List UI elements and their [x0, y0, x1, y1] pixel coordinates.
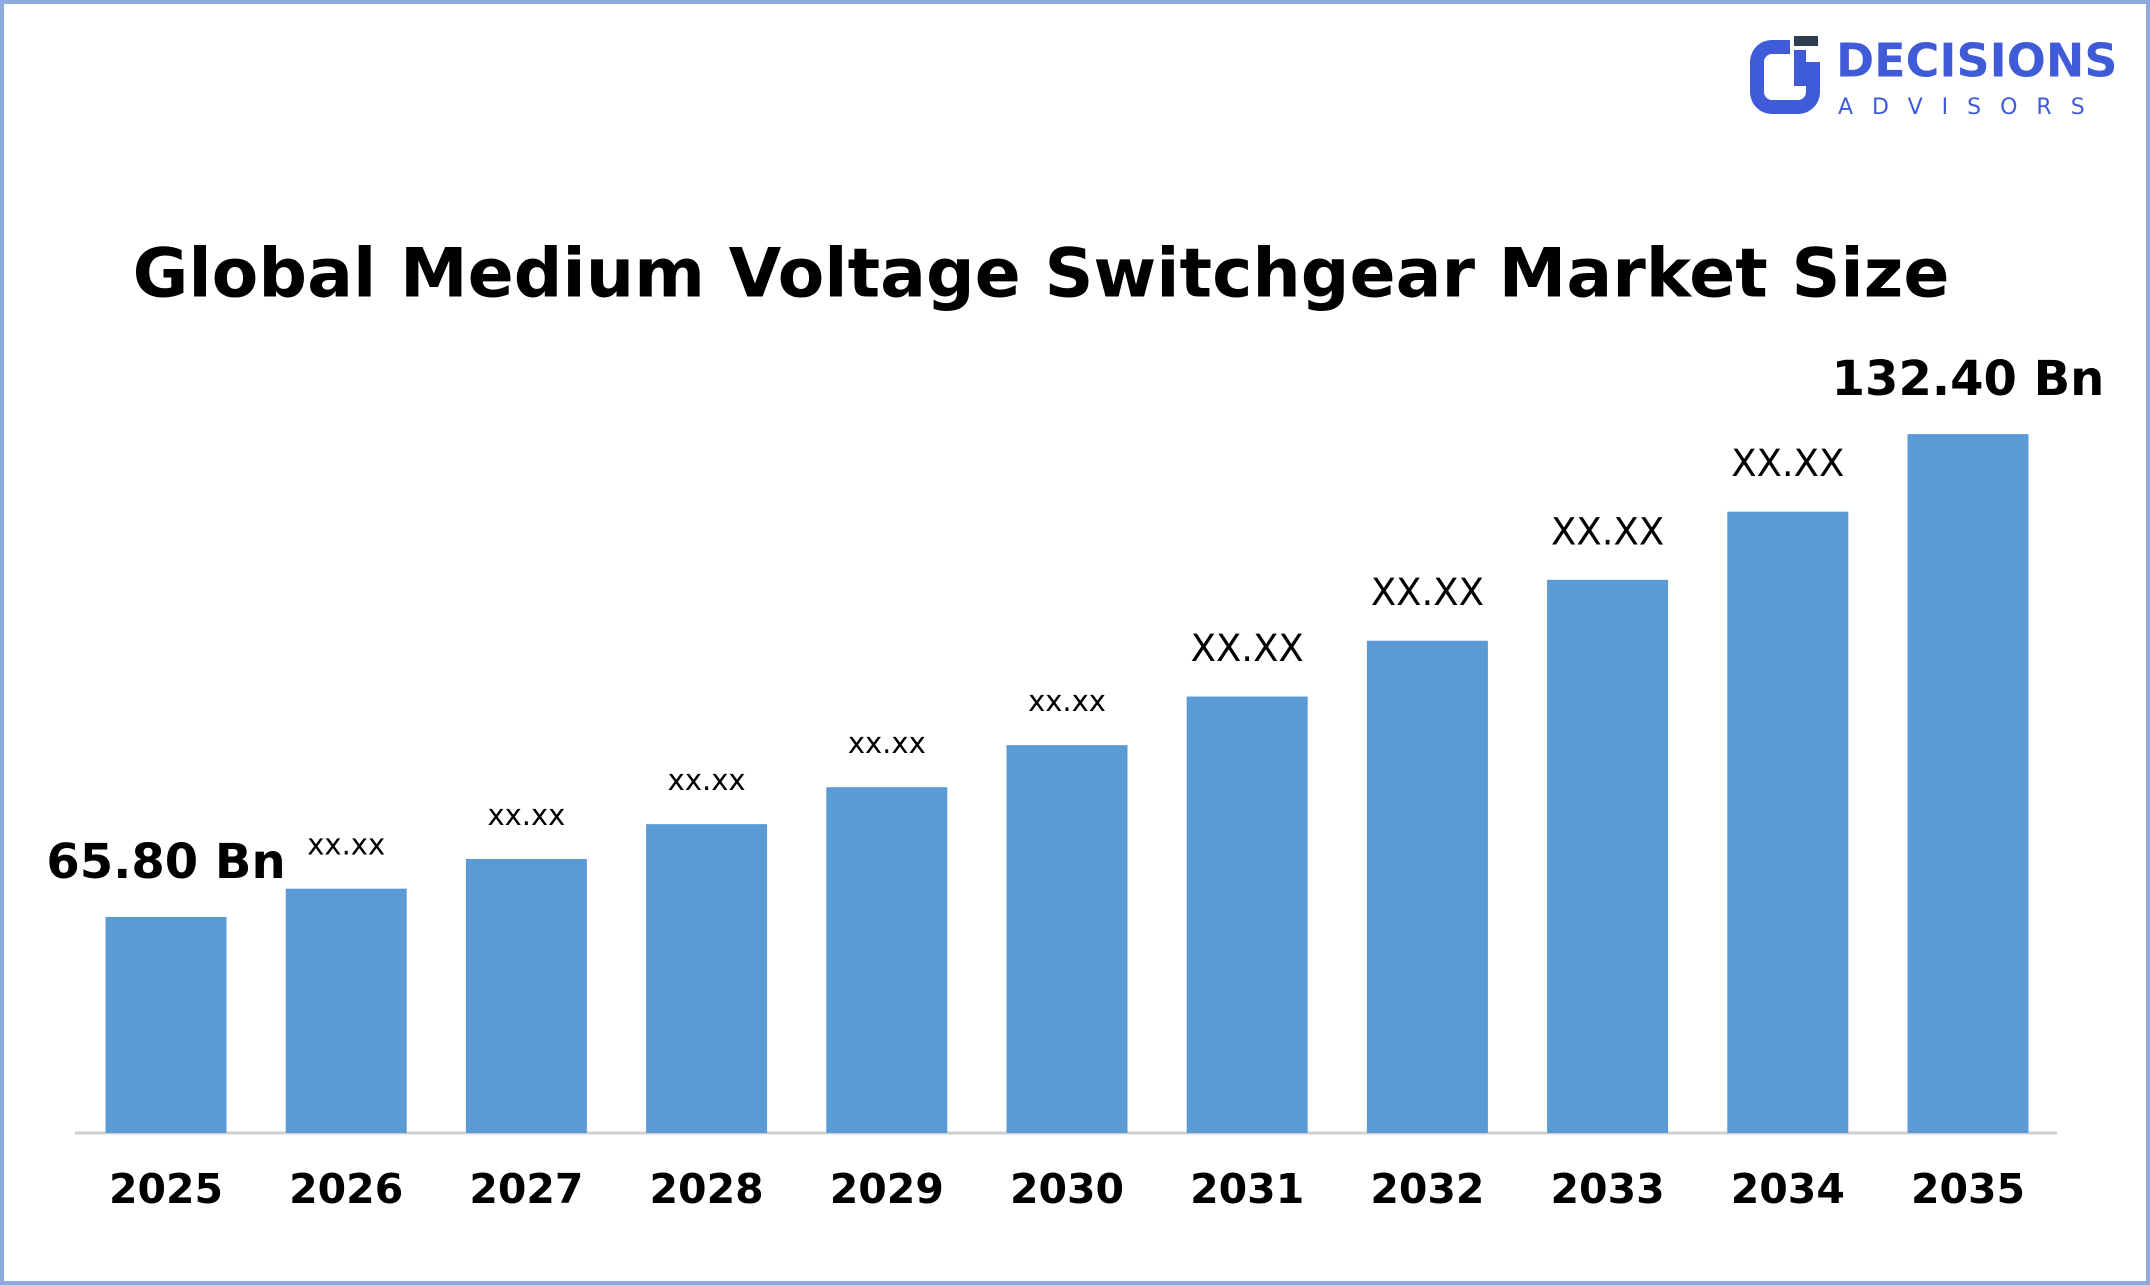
brand-tagline: ADVISORS — [1838, 95, 2104, 120]
data-label: 65.80 Bn — [46, 834, 285, 890]
data-label: XX.XX — [1551, 510, 1664, 553]
data-label: XX.XX — [1731, 442, 1844, 485]
x-tick-label: 2033 — [1551, 1165, 1665, 1213]
data-label: xx.xx — [668, 763, 746, 797]
bar — [1186, 696, 1308, 1133]
x-tick-label: 2031 — [1190, 1165, 1304, 1213]
x-tick-label: 2030 — [1010, 1165, 1124, 1213]
x-tick-label: 2027 — [469, 1165, 583, 1213]
data-label: xx.xx — [1028, 684, 1106, 718]
bar — [1907, 434, 2029, 1134]
x-tick-label: 2028 — [650, 1165, 764, 1213]
x-tick-label: 2029 — [830, 1165, 944, 1213]
bar — [105, 916, 227, 1133]
data-label: XX.XX — [1191, 627, 1304, 670]
data-label: 132.40 Bn — [1832, 351, 2105, 407]
bar — [1366, 640, 1488, 1133]
data-label: xx.xx — [307, 828, 385, 862]
data-label: xx.xx — [848, 726, 926, 760]
chart-title: Global Medium Voltage Switchgear Market … — [133, 235, 1950, 314]
x-tick-label: 2025 — [109, 1165, 223, 1213]
logo: DECISIONS ADVISORS — [1750, 34, 2117, 120]
bar — [465, 858, 587, 1133]
bar — [285, 888, 407, 1133]
logo-icon — [1794, 50, 1806, 86]
logo-icon — [1794, 36, 1818, 46]
data-label: xx.xx — [487, 798, 565, 832]
x-tick-label: 2034 — [1731, 1165, 1845, 1213]
x-tick-label: 2032 — [1370, 1165, 1484, 1213]
brand-name: DECISIONS — [1836, 34, 2117, 88]
bar — [826, 787, 948, 1133]
x-tick-label: 2026 — [289, 1165, 403, 1213]
data-label: XX.XX — [1371, 571, 1484, 614]
x-tick-label: 2035 — [1911, 1165, 2025, 1213]
bar — [1547, 579, 1669, 1133]
bar — [1727, 511, 1849, 1133]
bar — [1006, 745, 1128, 1133]
bar — [646, 824, 768, 1133]
